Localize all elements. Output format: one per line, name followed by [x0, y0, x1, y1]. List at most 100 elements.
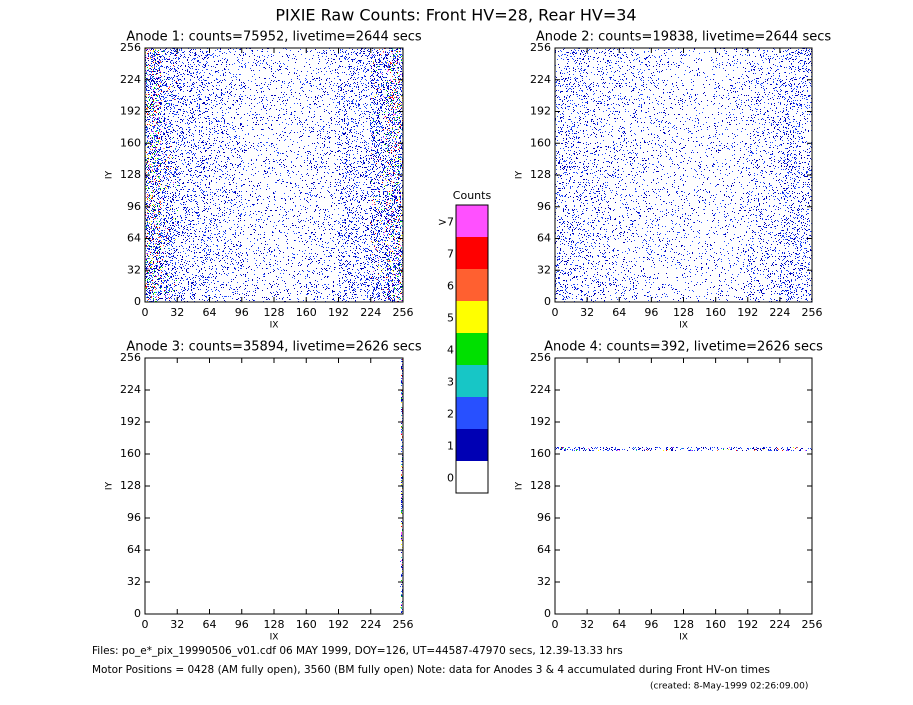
x-tick-label: 0: [142, 618, 149, 631]
y-tick-label: 224: [120, 383, 141, 396]
density-band: [555, 447, 812, 451]
y-tick-label: 0: [134, 607, 141, 620]
hit-pixels: [241, 48, 274, 302]
x-tick-label: 192: [737, 306, 758, 319]
hit-pixels: [145, 48, 162, 302]
density-band: [370, 48, 387, 302]
color-cell: [456, 269, 488, 301]
x-tick-label: 64: [203, 618, 217, 631]
y-tick-label: 128: [120, 479, 141, 492]
panel-title: Anode 1: counts=75952, livetime=2644 sec…: [126, 30, 422, 45]
colorbar-label: 7: [447, 248, 454, 261]
x-tick-label: 160: [705, 618, 726, 631]
x-tick-label: 96: [235, 618, 249, 631]
hit-pixels: [241, 48, 274, 301]
density-band: [161, 48, 178, 302]
y-tick-label: 32: [537, 263, 551, 276]
note: (created: 8-May-1999 02:26:09.00): [650, 682, 808, 692]
x-tick-label: 64: [203, 306, 217, 319]
hit-pixels: [386, 48, 403, 300]
y-tick-label: 224: [530, 73, 551, 86]
color-cell: [456, 301, 488, 333]
hit-pixels: [401, 365, 403, 609]
x-axis-label: IX: [270, 321, 279, 331]
x-axis-label: IX: [679, 321, 688, 331]
x-tick-label: 128: [264, 306, 285, 319]
hit-pixels: [555, 48, 588, 300]
color-cell: [456, 461, 488, 493]
hit-pixels: [683, 48, 716, 301]
hit-pixels: [651, 49, 684, 301]
hit-pixels: [161, 86, 176, 281]
x-tick-label: 224: [769, 618, 790, 631]
hit-pixels: [586, 448, 751, 451]
panel-title: Anode 4: counts=392, livetime=2626 secs: [544, 340, 823, 355]
x-tick-label: 224: [360, 618, 381, 631]
y-tick-label: 160: [120, 136, 141, 149]
note: Motor Positions = 0428 (AM fully open), …: [92, 664, 770, 676]
panel-title: Anode 2: counts=19838, livetime=2644 sec…: [536, 30, 832, 45]
y-tick-label: 224: [530, 383, 551, 396]
y-tick-label: 192: [120, 105, 141, 118]
color-cell: [456, 333, 488, 365]
density-band: [306, 48, 339, 302]
colorbar-label: 4: [447, 344, 454, 357]
color-cell: [456, 237, 488, 269]
x-axis-label: IX: [679, 633, 688, 643]
colorbar-label: 3: [447, 376, 454, 389]
y-tick-label: 64: [537, 232, 551, 245]
x-tick-label: 192: [328, 618, 349, 631]
hit-pixels: [683, 48, 716, 302]
hit-pixels: [587, 49, 620, 302]
hit-pixels: [619, 48, 652, 302]
x-tick-label: 128: [673, 306, 694, 319]
y-axis-label: IY: [515, 170, 525, 179]
hit-pixels: [401, 359, 403, 527]
colorbar-label: 6: [447, 280, 454, 293]
y-tick-label: 32: [127, 575, 141, 588]
hit-pixels: [370, 48, 387, 301]
hit-pixels: [161, 48, 178, 301]
hit-pixels: [555, 48, 588, 302]
x-tick-label: 256: [802, 306, 823, 319]
y-tick-label: 256: [120, 41, 141, 54]
density-band: [779, 48, 812, 302]
page-title: PIXIE Raw Counts: Front HV=28, Rear HV=3…: [275, 6, 636, 25]
density-band: [209, 48, 242, 302]
x-tick-label: 0: [552, 306, 559, 319]
density-band: [747, 48, 780, 302]
colorbar-title: Counts: [453, 189, 492, 202]
y-tick-label: 192: [530, 105, 551, 118]
color-cell: [456, 365, 488, 397]
x-tick-label: 256: [802, 618, 823, 631]
y-axis-label: IY: [105, 481, 115, 490]
color-cell: [456, 429, 488, 461]
y-tick-label: 0: [134, 295, 141, 308]
density-band: [715, 48, 748, 301]
density-band: [241, 48, 274, 302]
hit-pixels: [145, 52, 161, 300]
hit-pixels: [306, 48, 339, 302]
x-tick-label: 96: [644, 306, 658, 319]
y-tick-label: 96: [537, 200, 551, 213]
hit-pixels: [338, 48, 371, 302]
hit-pixels: [274, 51, 307, 302]
x-tick-label: 160: [296, 306, 317, 319]
y-tick-label: 192: [530, 415, 551, 428]
y-tick-label: 96: [127, 200, 141, 213]
hit-pixels: [274, 48, 307, 301]
hit-pixels: [747, 48, 780, 302]
color-cell: [456, 205, 488, 237]
y-tick-label: 256: [530, 41, 551, 54]
hit-pixels: [306, 49, 339, 300]
y-tick-label: 256: [120, 351, 141, 364]
y-tick-label: 160: [120, 447, 141, 460]
x-tick-label: 64: [612, 618, 626, 631]
y-tick-label: 160: [530, 447, 551, 460]
x-tick-label: 224: [769, 306, 790, 319]
hit-pixels: [387, 48, 403, 300]
x-tick-label: 96: [235, 306, 249, 319]
hit-pixels: [161, 48, 178, 302]
hit-pixels: [370, 48, 387, 301]
x-tick-label: 96: [644, 618, 658, 631]
